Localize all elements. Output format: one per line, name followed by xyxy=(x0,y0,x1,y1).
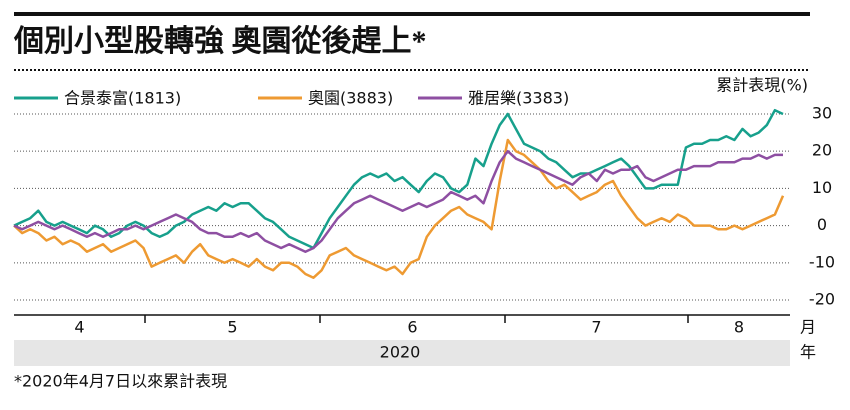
x-tick-label: 4 xyxy=(74,318,84,337)
y-tick-label: -10 xyxy=(809,252,835,271)
y-axis-label: 累計表現(%) xyxy=(716,76,808,95)
x-tick-label: 8 xyxy=(734,318,744,337)
chart-title: 個別小型股轉強 奧園從後趕上* xyxy=(13,25,427,58)
series-line xyxy=(13,149,783,253)
legend-label: 合景泰富(1813) xyxy=(64,89,181,108)
series-line xyxy=(13,108,784,250)
y-tick-label: 20 xyxy=(812,141,832,160)
x-tick-label: 6 xyxy=(407,318,417,337)
x-tick-label: 7 xyxy=(591,318,601,337)
legend-label: 雅居樂(3383) xyxy=(468,89,569,108)
y-tick-label: 30 xyxy=(812,103,832,122)
series-line xyxy=(13,138,785,279)
top-rule xyxy=(14,12,810,16)
year-band xyxy=(14,340,790,366)
year-unit: 年 xyxy=(800,343,816,362)
footnote: *2020年4月7日以來累計表現 xyxy=(14,372,227,391)
y-tick-label: -20 xyxy=(809,290,835,309)
y-tick-label: 10 xyxy=(812,178,832,197)
y-tick-label: 0 xyxy=(817,215,827,234)
x-tick-label: 5 xyxy=(227,318,237,337)
month-unit: 月 xyxy=(800,318,816,337)
legend-label: 奧園(3883) xyxy=(308,89,393,108)
year-label: 2020 xyxy=(380,343,421,362)
